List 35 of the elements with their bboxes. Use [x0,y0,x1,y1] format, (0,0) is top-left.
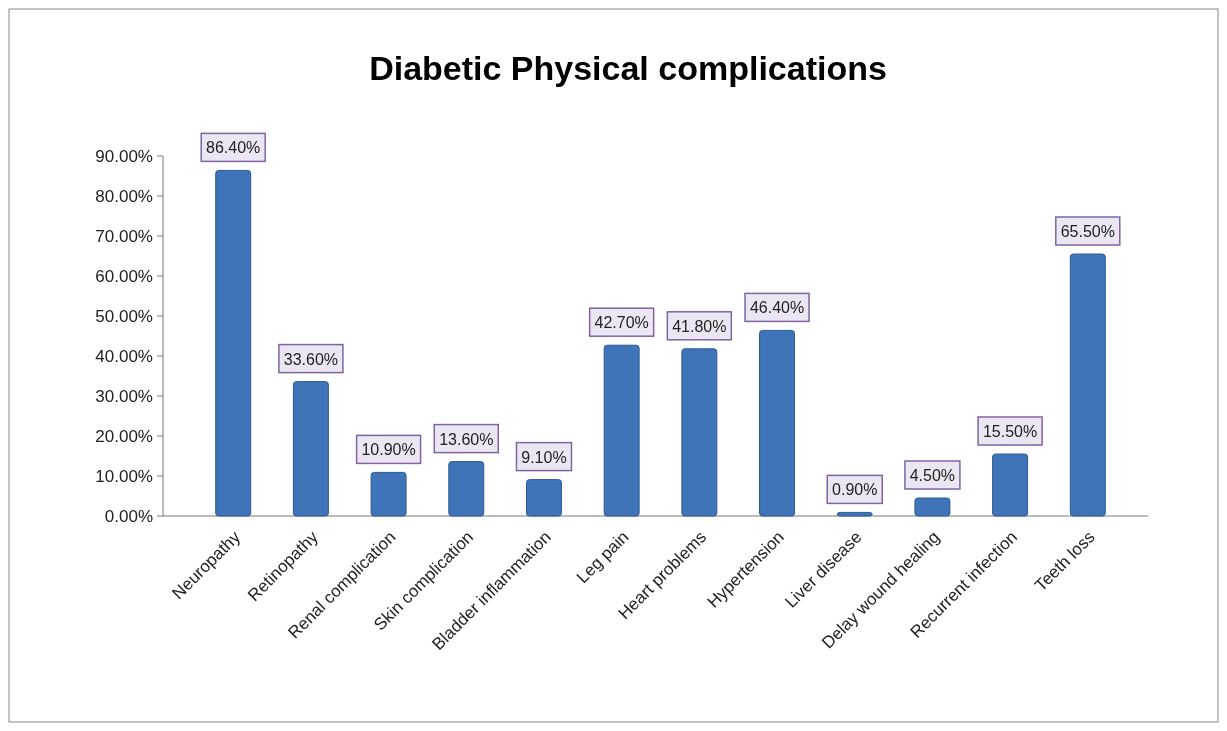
bar [215,169,252,517]
data-label: 42.70% [594,314,649,332]
data-label: 41.80% [672,317,727,335]
y-tick-label: 40.00% [95,347,153,366]
bar [681,348,718,517]
bar [603,344,640,517]
y-tick-label: 60.00% [95,267,153,286]
data-label: 0.90% [832,481,878,499]
y-tick-label: 20.00% [95,427,153,446]
data-label: 10.90% [361,441,416,459]
chart-title: Diabetic Physical complications [369,49,887,87]
y-tick-label: 10.00% [95,467,153,486]
y-tick-label: 90.00% [95,147,153,166]
y-tick-label: 30.00% [95,387,153,406]
y-tick-label: 0.00% [104,507,153,526]
bar [370,471,407,517]
data-label: 4.50% [909,467,956,484]
bar [525,479,562,517]
data-label: 86.40% [206,139,261,157]
data-label: 46.40% [749,299,805,317]
bar [448,461,485,517]
data-label: 15.50% [982,423,1038,440]
bar [836,511,873,517]
data-label: 65.50% [1060,223,1115,240]
bar [759,329,796,517]
y-tick-label: 80.00% [95,187,153,206]
bar [1069,253,1106,517]
data-label: 13.60% [439,430,494,448]
bar [292,381,329,517]
data-label: 9.10% [521,448,567,466]
bar [992,453,1029,517]
bar [914,497,951,517]
data-label: 33.60% [283,350,339,368]
y-tick-label: 50.00% [95,307,153,326]
y-tick-label: 70.00% [95,227,153,246]
